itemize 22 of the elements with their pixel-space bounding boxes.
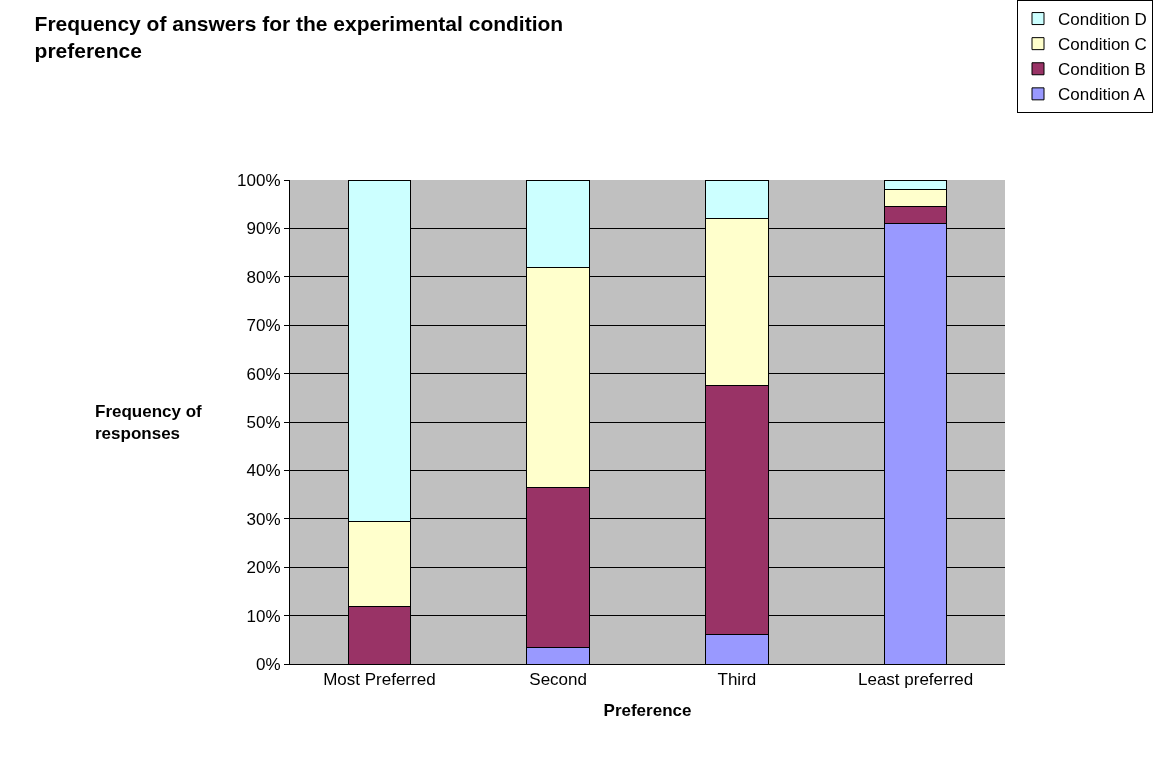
y-tick-label: 50% bbox=[246, 412, 281, 432]
y-tick-label: 40% bbox=[246, 461, 281, 481]
y-tick-label: 20% bbox=[246, 558, 281, 578]
chart-title: Frequency of answers for the experimental condition preference bbox=[34, 11, 564, 63]
legend-label: Condition A bbox=[1058, 85, 1146, 105]
y-axis-title: Frequency of responses bbox=[95, 402, 203, 444]
legend-label: Condition D bbox=[1058, 10, 1147, 30]
x-tick-label: Second bbox=[529, 670, 587, 690]
x-tick-label: Least preferred bbox=[857, 670, 974, 690]
legend-label: Condition B bbox=[1058, 60, 1146, 80]
y-tick-label: 60% bbox=[246, 364, 281, 384]
y-tick-label: 100% bbox=[237, 170, 281, 190]
y-tick-label: 90% bbox=[246, 219, 281, 239]
y-tick-label: 80% bbox=[246, 267, 281, 287]
x-tick-label: Third bbox=[717, 670, 757, 690]
x-tick-label: Most Preferred bbox=[323, 670, 436, 690]
y-tick-label: 0% bbox=[256, 654, 281, 674]
legend-label: Condition C bbox=[1058, 35, 1147, 55]
x-axis-title: Preference bbox=[603, 700, 692, 720]
y-tick-label: 30% bbox=[246, 509, 281, 529]
y-tick-label: 10% bbox=[246, 606, 281, 626]
y-tick-label: 70% bbox=[246, 316, 281, 336]
